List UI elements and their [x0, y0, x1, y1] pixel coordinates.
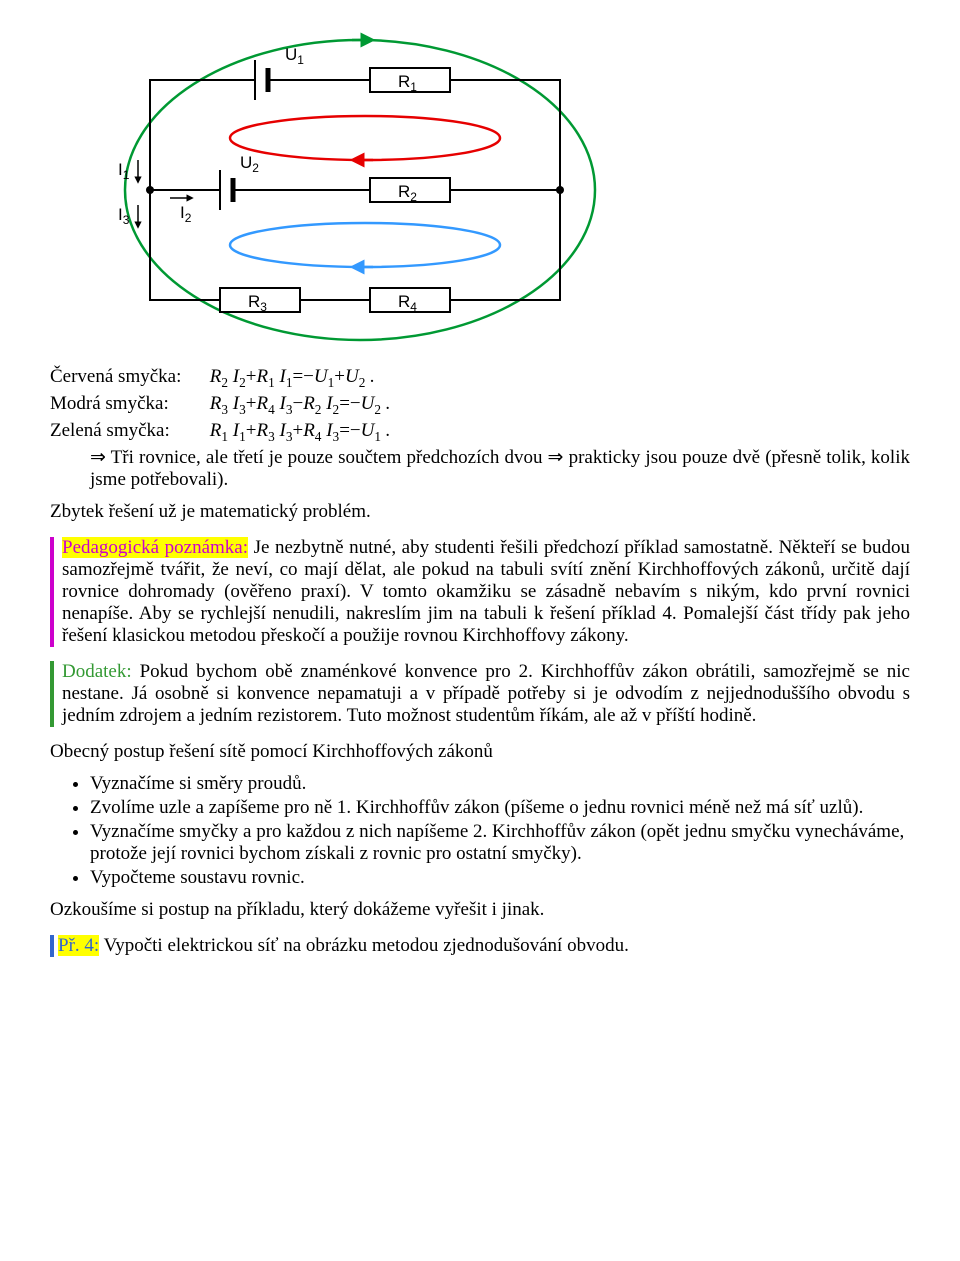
green-loop-label: Zelená smyčka:: [50, 420, 205, 442]
pr4-text: Vypočti elektrickou síť na obrázku metod…: [99, 935, 629, 956]
rest-text: Zbytek řešení už je matematický problém.: [50, 501, 910, 523]
svg-text:U1: U1: [285, 45, 304, 67]
list-item: Vypočteme soustavu rovnic.: [90, 867, 910, 889]
svg-text:U2: U2: [240, 153, 259, 175]
dod-text: Pokud bychom obě znaménkové konvence pro…: [62, 661, 910, 726]
steps-heading: Obecný postup řešení sítě pomocí Kirchho…: [50, 741, 910, 763]
list-item: Vyznačíme smyčky a pro každou z nich nap…: [90, 821, 910, 865]
list-item: Zvolíme uzle a zapíšeme pro ně 1. Kirchh…: [90, 797, 910, 819]
pr4-title: Př. 4:: [58, 935, 99, 956]
pedagogical-note: Pedagogická poznámka: Je nezbytně nutné,…: [50, 537, 910, 647]
dod-title: Dodatek:: [62, 661, 132, 682]
steps-list: Vyznačíme si směry proudů. Zvolíme uzle …: [90, 773, 910, 889]
steps-after: Ozkoušíme si postup na příkladu, který d…: [50, 899, 910, 921]
red-loop-eq: R2 I2+R1 I1=−U1+U2 .: [210, 366, 375, 387]
example-4: Př. 4: Vypočti elektrickou síť na obrázk…: [50, 935, 910, 957]
loop-conclusion: ⇒ Tři rovnice, ale třetí je pouze součte…: [90, 446, 910, 491]
circuit-diagram: U1 R1 U2 R2 R3 R4 I1 I3 I2: [90, 20, 910, 356]
blue-loop-eq: R3 I3+R4 I3−R2 I2=−U2 .: [210, 393, 391, 414]
red-loop-label: Červená smyčka:: [50, 366, 205, 388]
loop-equations: Červená smyčka: R2 I2+R1 I1=−U1+U2 . Mod…: [50, 366, 910, 491]
ped-title: Pedagogická poznámka:: [62, 537, 248, 558]
list-item: Vyznačíme si směry proudů.: [90, 773, 910, 795]
blue-loop-label: Modrá smyčka:: [50, 393, 205, 415]
svg-text:I2: I2: [180, 203, 192, 225]
addendum-note: Dodatek: Pokud bychom obě znaménkové kon…: [50, 661, 910, 727]
green-loop-eq: R1 I1+R3 I3+R4 I3=−U1 .: [210, 420, 391, 441]
